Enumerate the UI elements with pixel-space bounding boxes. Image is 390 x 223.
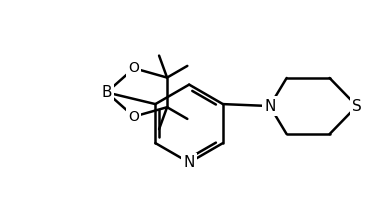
Text: B: B — [101, 85, 112, 100]
Text: N: N — [264, 99, 275, 114]
Text: O: O — [128, 109, 139, 124]
Text: S: S — [352, 99, 362, 114]
Text: N: N — [183, 155, 195, 170]
Text: O: O — [128, 61, 139, 75]
